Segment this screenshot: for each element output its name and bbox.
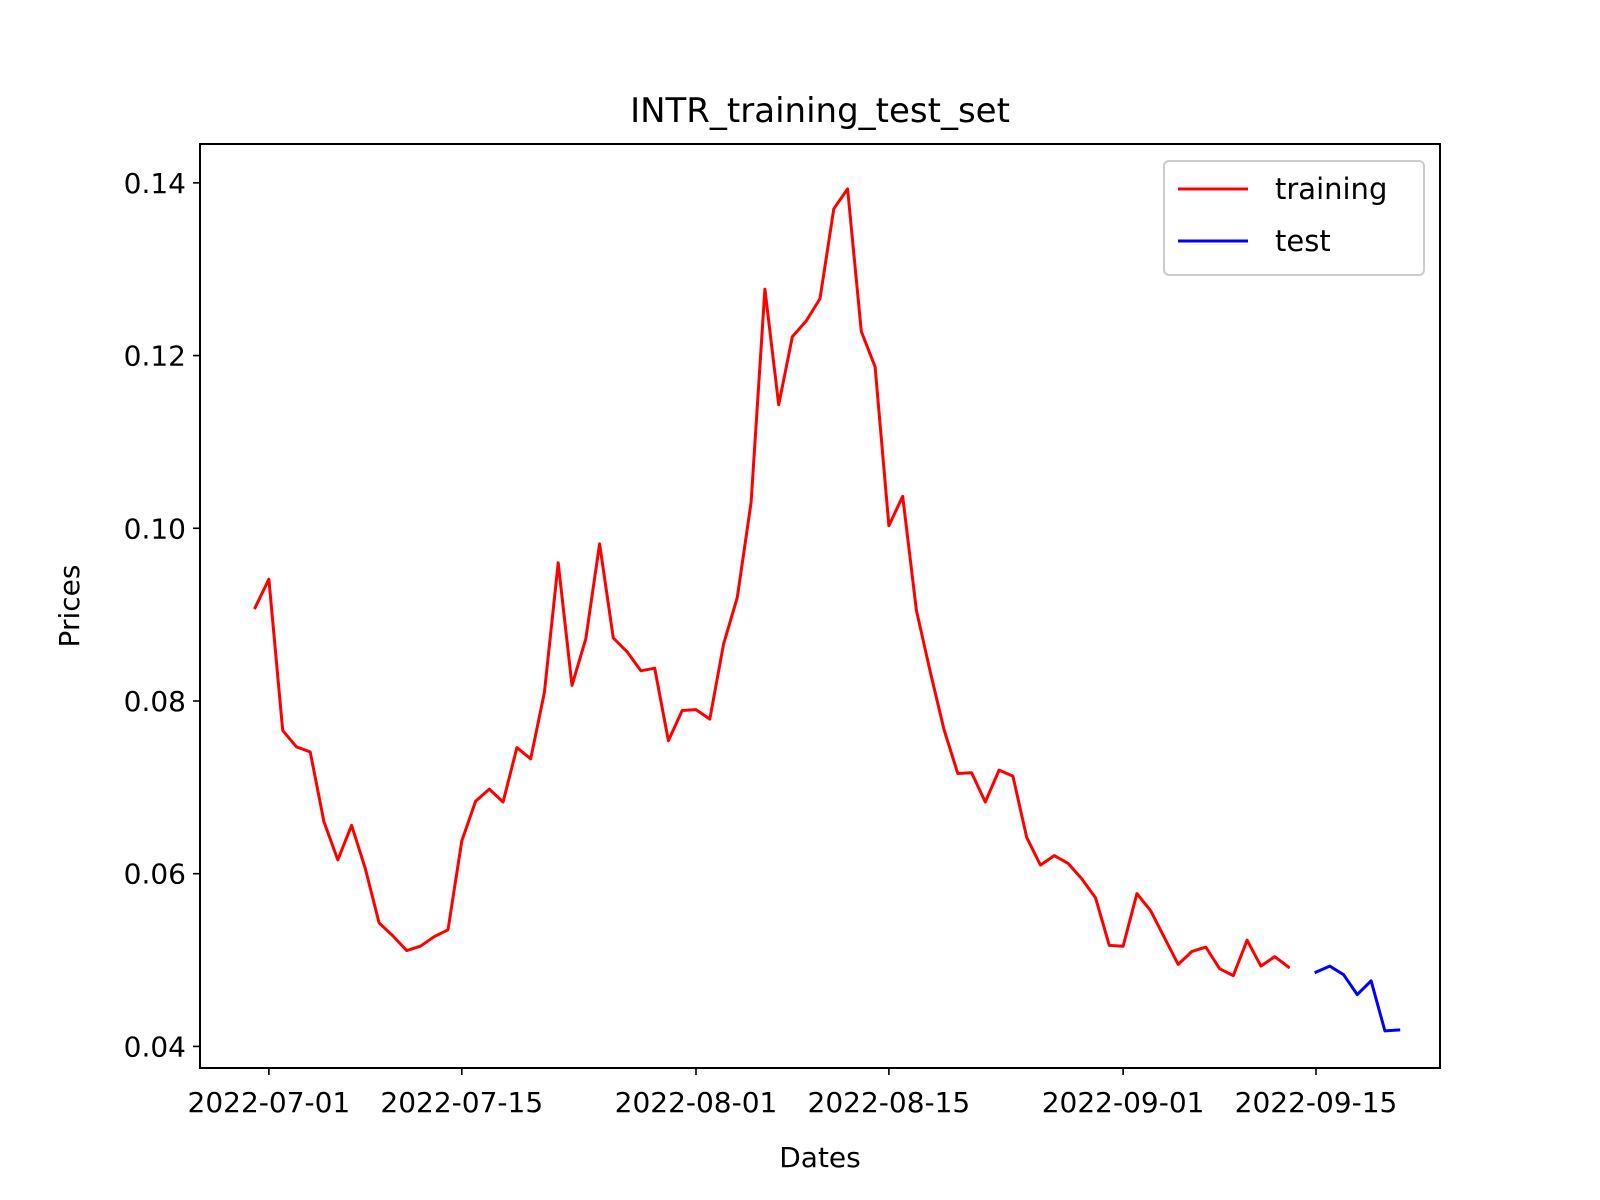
legend-label-test: test — [1275, 224, 1331, 258]
plot-frame — [199, 143, 1441, 1069]
legend-label-training: training — [1275, 172, 1387, 206]
series-line-test — [1314, 964, 1401, 1033]
chart-title: INTR_training_test_set — [630, 91, 1010, 131]
y-tick-label: 0.12 — [124, 340, 186, 373]
series-layer — [253, 187, 1401, 1033]
series-line-training — [253, 187, 1291, 978]
y-tick-label: 0.10 — [124, 512, 186, 545]
x-axis-label: Dates — [779, 1141, 861, 1174]
y-tick-label: 0.04 — [124, 1030, 186, 1063]
x-tick-label: 2022-07-15 — [380, 1086, 543, 1119]
x-tick-label: 2022-08-15 — [808, 1086, 971, 1119]
x-tick-label: 2022-08-01 — [615, 1086, 778, 1119]
x-axis: 2022-07-01 2022-07-15 2022-08-01 2022-08-15… — [188, 1068, 1398, 1119]
x-tick-label: 2022-07-01 — [188, 1086, 351, 1119]
legend: training test — [1163, 160, 1425, 276]
y-tick-label: 0.08 — [124, 685, 186, 718]
y-tick-label: 0.06 — [124, 858, 186, 891]
y-tick-label: 0.14 — [124, 167, 186, 200]
y-axis: 0.04 0.06 0.08 0.10 0.12 0.14 — [124, 167, 200, 1063]
x-tick-label: 2022-09-15 — [1235, 1086, 1398, 1119]
x-tick-label: 2022-09-01 — [1042, 1086, 1205, 1119]
y-axis-label: Prices — [53, 565, 86, 648]
